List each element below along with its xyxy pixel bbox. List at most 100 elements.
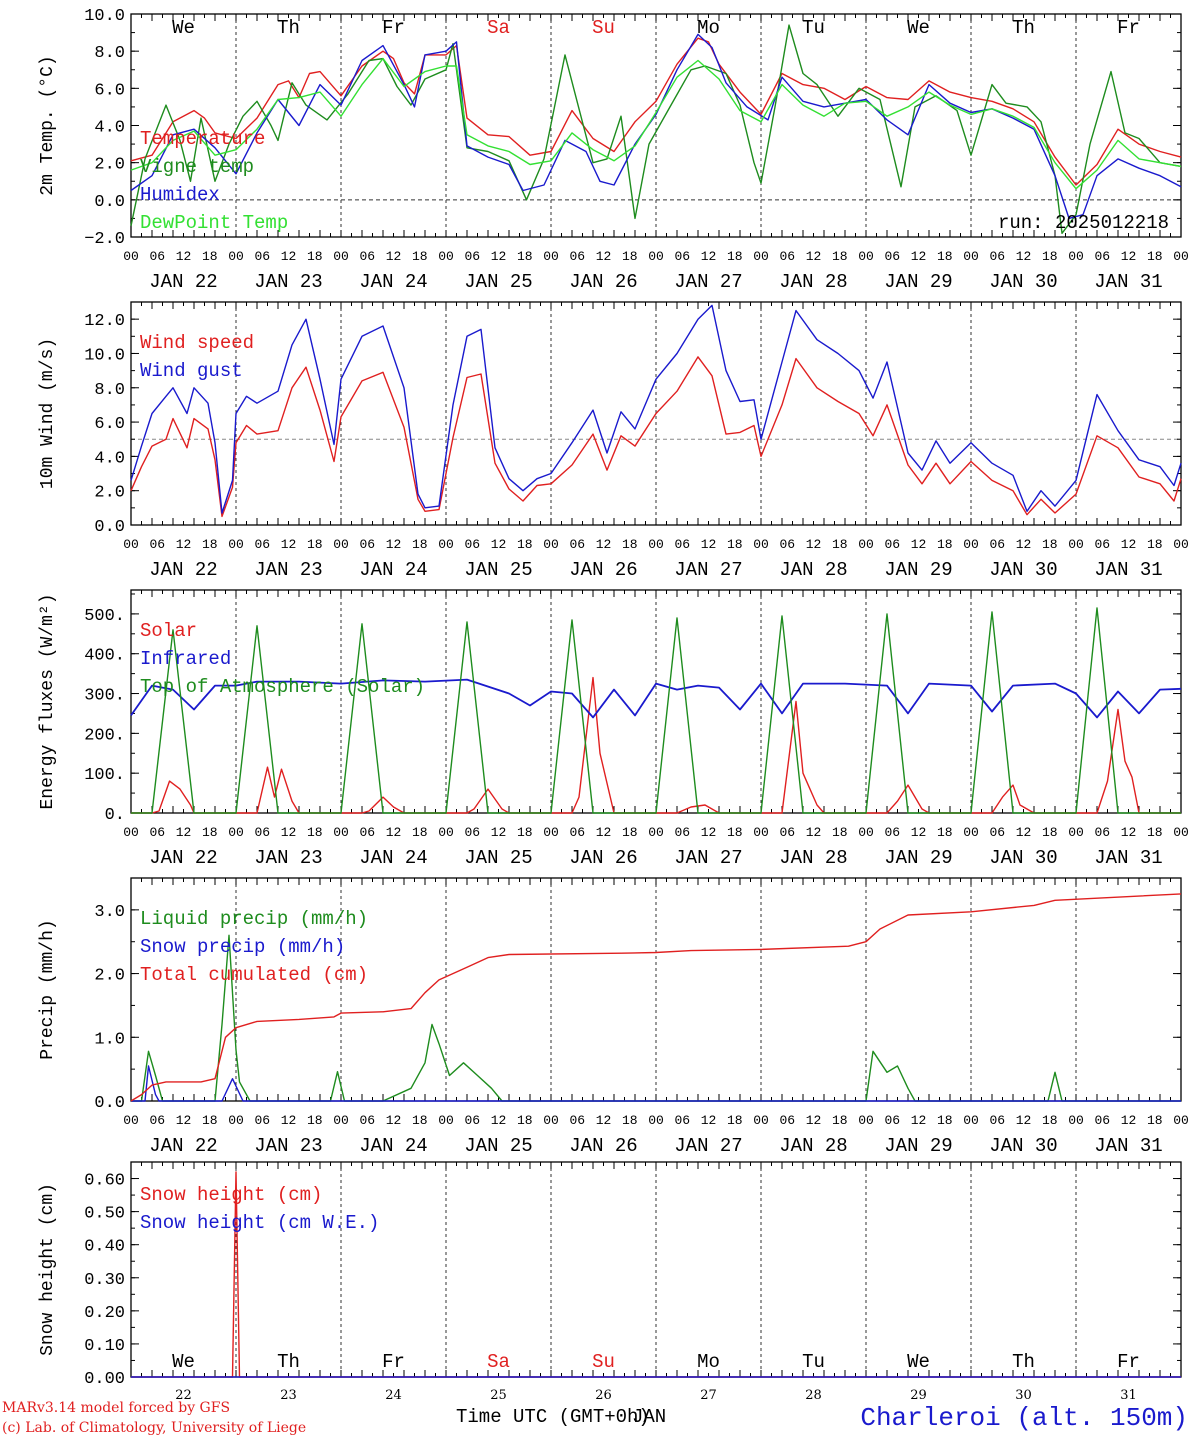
hour-tick-label: 12: [1016, 537, 1032, 552]
hour-tick-label: 12: [176, 825, 192, 840]
hour-tick-label: 00: [123, 249, 139, 264]
hour-tick-label: 12: [281, 1113, 297, 1128]
hour-tick-label: 12: [596, 1113, 612, 1128]
hour-tick-label: 06: [149, 1113, 165, 1128]
day-number-label: 25: [490, 1388, 507, 1403]
hour-tick-label: 06: [674, 537, 690, 552]
date-label: JAN 26: [569, 847, 637, 869]
day-number-label: 28: [805, 1388, 822, 1403]
date-label: JAN 22: [149, 559, 217, 581]
hour-tick-label: 00: [1173, 249, 1189, 264]
hour-tick-label: 18: [727, 249, 743, 264]
hour-tick-label: 06: [884, 249, 900, 264]
hour-tick-label: 12: [1121, 249, 1137, 264]
y-tick-label: 0.00: [84, 1370, 125, 1389]
x-axis-label: Time UTC (GMT+0h): [456, 1406, 650, 1428]
hour-tick-label: 00: [1173, 1113, 1189, 1128]
weekday-label: Th: [1012, 17, 1035, 39]
y-tick-label: 2.0: [94, 156, 125, 175]
hour-tick-label: 06: [359, 825, 375, 840]
hour-tick-label: 00: [753, 537, 769, 552]
hour-tick-label: 12: [1121, 537, 1137, 552]
legend-entry: Top of Atmosphere (Solar): [140, 676, 425, 698]
hour-tick-label: 18: [517, 249, 533, 264]
panel-4: [130, 877, 1182, 1102]
hour-tick-label: 00: [648, 1113, 664, 1128]
hour-tick-label: 00: [858, 537, 874, 552]
hour-tick-label: 00: [963, 825, 979, 840]
hour-tick-label: 06: [1094, 537, 1110, 552]
hour-tick-label: 06: [569, 249, 585, 264]
y-tick-label: 8.0: [94, 44, 125, 63]
hour-tick-label: 18: [412, 1113, 428, 1128]
hour-tick-label: 00: [123, 825, 139, 840]
date-label: JAN 29: [884, 559, 952, 581]
weekday-label: Th: [277, 17, 300, 39]
hour-tick-label: 06: [884, 825, 900, 840]
hour-tick-label: 00: [543, 537, 559, 552]
hour-tick-label: 00: [1173, 537, 1189, 552]
date-label: JAN 26: [569, 559, 637, 581]
date-label: JAN 26: [569, 271, 637, 293]
weekday-label: Su: [592, 1351, 615, 1373]
footer-credit-line: (c) Lab. of Climatology, University of L…: [2, 1420, 307, 1436]
date-label: JAN 23: [254, 271, 322, 293]
date-label: JAN 22: [149, 1135, 217, 1157]
weekday-label: We: [172, 1351, 195, 1373]
weekday-label: Fr: [1117, 1351, 1140, 1373]
y-axis-label: Energy fluxes (W/m²): [38, 593, 58, 809]
date-label: JAN 28: [779, 847, 847, 869]
series-line-3: [131, 607, 1181, 814]
weekday-label: Fr: [382, 17, 405, 39]
hour-tick-label: 18: [622, 825, 638, 840]
hour-tick-label: 00: [753, 1113, 769, 1128]
hour-tick-label: 18: [727, 537, 743, 552]
hour-tick-label: 18: [1147, 537, 1163, 552]
hour-tick-label: 12: [1016, 249, 1032, 264]
hour-tick-label: 12: [911, 825, 927, 840]
station-label: Charleroi (alt. 150m): [860, 1403, 1188, 1433]
series-line-2: [130, 24, 1182, 235]
y-tick-label: −2.0: [84, 230, 125, 249]
hour-tick-label: 12: [596, 249, 612, 264]
date-label: JAN 24: [359, 271, 427, 293]
hour-tick-label: 12: [386, 825, 402, 840]
hour-tick-label: 00: [438, 825, 454, 840]
hour-tick-label: 06: [884, 1113, 900, 1128]
x-axis-label-overlap: JAN: [632, 1406, 667, 1428]
hour-tick-label: 00: [543, 825, 559, 840]
hour-tick-label: 18: [412, 825, 428, 840]
y-axis-label: Snow height (cm): [38, 1183, 58, 1356]
hour-tick-label: 00: [228, 1113, 244, 1128]
y-tick-label: 0.0: [94, 193, 125, 212]
hour-tick-label: 12: [701, 825, 717, 840]
legend-entry: Solar: [140, 620, 197, 642]
hour-tick-label: 12: [491, 537, 507, 552]
weekday-label: Th: [1012, 1351, 1035, 1373]
hour-tick-label: 12: [806, 825, 822, 840]
weekday-label: Sa: [487, 1351, 510, 1373]
hour-tick-label: 12: [1121, 825, 1137, 840]
hour-tick-label: 06: [1094, 1113, 1110, 1128]
hour-tick-label: 00: [1068, 825, 1084, 840]
y-tick-label: 0.40: [84, 1238, 125, 1257]
hour-tick-label: 18: [517, 1113, 533, 1128]
weekday-label: Tu: [802, 1351, 825, 1373]
legend-entry: Wind gust: [140, 360, 243, 382]
hour-tick-label: 06: [779, 537, 795, 552]
hour-tick-label: 00: [333, 249, 349, 264]
hour-tick-label: 00: [1068, 249, 1084, 264]
hour-tick-label: 18: [1042, 537, 1058, 552]
y-tick-label: 200.: [84, 726, 125, 745]
hour-tick-label: 18: [202, 825, 218, 840]
hour-tick-label: 00: [438, 1113, 454, 1128]
hour-tick-label: 06: [1094, 249, 1110, 264]
y-tick-label: 8.0: [94, 381, 125, 400]
hour-tick-label: 12: [701, 1113, 717, 1128]
y-tick-label: 6.0: [94, 81, 125, 100]
series-line-2: [130, 304, 1182, 514]
hour-tick-label: 12: [701, 249, 717, 264]
date-label: JAN 23: [254, 1135, 322, 1157]
y-tick-label: 1.0: [94, 1030, 125, 1049]
date-label: JAN 23: [254, 559, 322, 581]
